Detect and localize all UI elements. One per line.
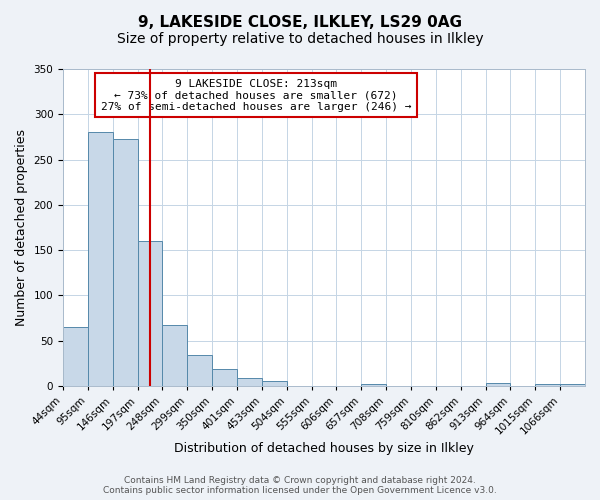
Bar [560,384,585,386]
Text: 9 LAKESIDE CLOSE: 213sqm
← 73% of detached houses are smaller (672)
27% of semi-: 9 LAKESIDE CLOSE: 213sqm ← 73% of detach… [101,78,412,112]
Bar [137,241,163,386]
Bar [187,355,212,386]
Bar [88,132,113,386]
Bar [485,383,511,386]
Bar [237,378,262,386]
Text: Size of property relative to detached houses in Ilkley: Size of property relative to detached ho… [116,32,484,46]
X-axis label: Distribution of detached houses by size in Ilkley: Distribution of detached houses by size … [174,442,474,455]
Bar [535,384,560,386]
Bar [163,326,187,386]
Text: 9, LAKESIDE CLOSE, ILKLEY, LS29 0AG: 9, LAKESIDE CLOSE, ILKLEY, LS29 0AG [138,15,462,30]
Bar [212,369,237,386]
Bar [361,384,386,386]
Text: Contains HM Land Registry data © Crown copyright and database right 2024.
Contai: Contains HM Land Registry data © Crown c… [103,476,497,495]
Bar [63,327,88,386]
Bar [113,138,137,386]
Y-axis label: Number of detached properties: Number of detached properties [15,129,28,326]
Bar [262,380,287,386]
